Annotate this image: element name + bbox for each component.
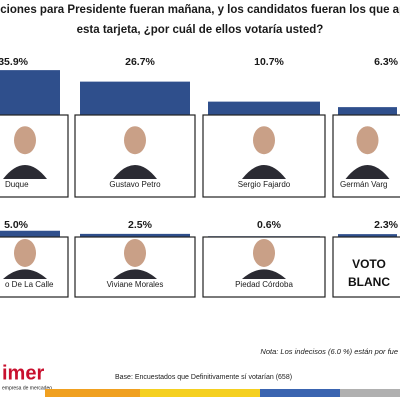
bar xyxy=(0,230,60,237)
value-label: 0.6% xyxy=(257,219,282,231)
value-label: 6.3% xyxy=(374,56,399,68)
photo-body xyxy=(113,165,157,179)
bar xyxy=(338,107,397,115)
value-label: 2.3% xyxy=(374,219,399,231)
photo-body xyxy=(345,165,390,179)
value-label: 35.9% xyxy=(0,56,29,68)
photo-body xyxy=(3,165,47,179)
candidate-box xyxy=(0,114,69,198)
photo-head xyxy=(253,126,275,155)
photo-body xyxy=(242,165,286,179)
blank-label-box: VOTO BLANC xyxy=(348,257,390,289)
bar xyxy=(338,234,397,237)
category-label: Piedad Córdoba xyxy=(235,280,293,289)
photo-head xyxy=(14,126,36,155)
candidate-box xyxy=(332,236,400,298)
logo-tagline: empresa de mercadeo xyxy=(2,385,52,391)
photo-head xyxy=(356,126,379,155)
value-label: 26.7% xyxy=(125,56,155,68)
photo-head xyxy=(124,238,146,267)
photo-body xyxy=(113,269,157,279)
bar xyxy=(80,81,190,115)
category-label: VOTO BLANC xyxy=(348,257,390,289)
value-label: 10.7% xyxy=(254,56,284,68)
base: Base: Encuestados que Definitivamente sí… xyxy=(115,374,292,381)
photo-head xyxy=(253,238,275,267)
photo-body xyxy=(242,269,286,279)
bar xyxy=(80,233,190,237)
category-label: o De La Calle xyxy=(5,280,54,289)
note: Nota: Los indecisos (6.0 %) están por fu… xyxy=(260,347,398,356)
value-label: 2.5% xyxy=(128,219,153,231)
chart-title: cciones para Presidente fueran mañana, y… xyxy=(0,4,400,16)
photo-head xyxy=(14,238,36,267)
photo-head xyxy=(124,126,146,155)
value-label: 5.0% xyxy=(4,219,29,231)
chart-subtitle: esta tarjeta, ¿por cuál de ellos votaría… xyxy=(77,24,324,36)
footer-stripe xyxy=(45,389,140,397)
category-label: Germán Varg xyxy=(340,180,387,189)
footer-stripe xyxy=(140,389,260,397)
footer-stripe xyxy=(260,389,340,397)
category-label: Sergio Fajardo xyxy=(238,180,291,189)
bar xyxy=(208,101,320,115)
category-label: Duque xyxy=(5,180,29,189)
category-label: Viviane Morales xyxy=(107,280,164,289)
footer-stripe xyxy=(340,389,400,397)
photo-body xyxy=(3,269,47,279)
bar xyxy=(0,70,60,115)
category-label: Gustavo Petro xyxy=(109,180,161,189)
logo: imer xyxy=(2,362,44,384)
